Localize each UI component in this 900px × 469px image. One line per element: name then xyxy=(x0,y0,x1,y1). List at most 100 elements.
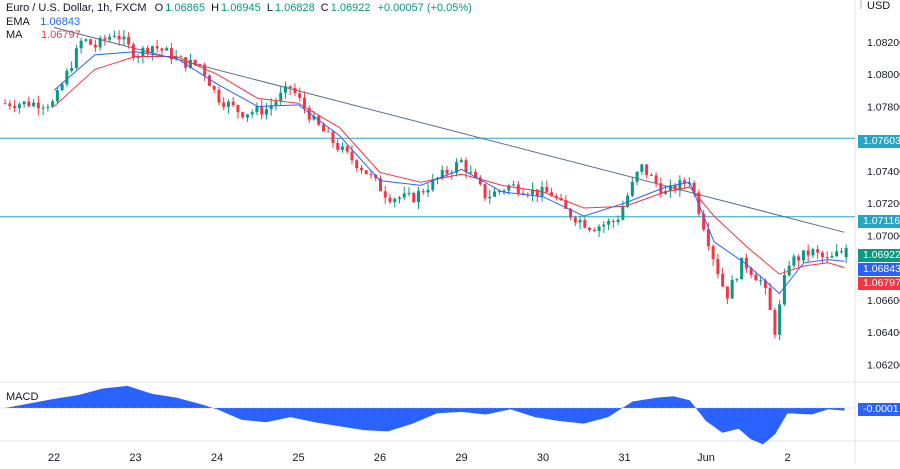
candle-body xyxy=(702,213,706,230)
candle-body xyxy=(122,36,126,40)
candle-body xyxy=(782,275,786,305)
moving-averages xyxy=(53,51,845,295)
candle-body xyxy=(725,286,729,299)
candle-body xyxy=(364,170,368,175)
candle-body xyxy=(816,249,820,253)
candle-body xyxy=(350,151,354,161)
candle-body xyxy=(445,170,449,174)
price-axis[interactable]: 1.082001.080001.078001.076001.074001.072… xyxy=(867,37,900,371)
candle-body xyxy=(79,40,83,49)
time-tick-label[interactable]: 24 xyxy=(211,452,223,464)
candle-body xyxy=(493,191,497,197)
time-tick-label[interactable]: 2 xyxy=(784,452,790,464)
candle-body xyxy=(108,36,112,40)
candle-body xyxy=(763,280,767,288)
symbol-title[interactable]: Euro / U.S. Dollar, 1h, FXCM xyxy=(6,2,147,14)
candle-body xyxy=(459,160,463,163)
ma-legend[interactable]: MA 1.06797 xyxy=(6,29,81,42)
candle-body xyxy=(231,101,235,106)
candle-body xyxy=(687,182,691,184)
time-tick-label[interactable]: 25 xyxy=(292,452,304,464)
close-price-badge[interactable]: 1.06922 xyxy=(858,249,900,262)
candle-body xyxy=(412,193,416,203)
candle-body xyxy=(673,185,677,191)
open-value: 1.06865 xyxy=(165,2,205,14)
candle-body xyxy=(27,101,31,107)
candle-body xyxy=(469,171,473,173)
candle-body xyxy=(668,185,672,192)
time-tick-label[interactable]: 31 xyxy=(618,452,630,464)
resistance-badge[interactable]: 1.07603 xyxy=(858,135,900,148)
ema-value: 1.06843 xyxy=(40,16,81,28)
price-tick-label[interactable]: 1.08000 xyxy=(867,69,900,81)
candle-body xyxy=(801,250,805,261)
macd-legend[interactable]: MACD xyxy=(6,391,38,404)
open-label: O xyxy=(154,2,164,14)
price-tick-label[interactable]: 1.07200 xyxy=(867,198,900,210)
candle-body xyxy=(535,189,539,196)
candle-body xyxy=(417,191,421,203)
price-tick-label[interactable]: 1.08200 xyxy=(867,37,900,49)
candle-body xyxy=(830,256,834,258)
candle-body xyxy=(478,177,482,185)
candle-body xyxy=(806,250,810,256)
candle-body xyxy=(773,309,777,335)
candle-body xyxy=(464,160,468,172)
candle-body xyxy=(521,193,525,195)
price-tick-label[interactable]: 1.07800 xyxy=(867,101,900,113)
candle-body xyxy=(592,229,596,232)
candle-body xyxy=(146,47,150,54)
candle-body xyxy=(169,48,173,60)
candle-body xyxy=(193,59,197,65)
candle-body xyxy=(245,114,249,118)
ema-badge[interactable]: 1.06843 xyxy=(858,263,900,276)
candle-body xyxy=(98,37,102,48)
candle-body xyxy=(274,101,278,106)
close-label: C xyxy=(320,2,329,14)
candle-body xyxy=(759,280,763,282)
time-tick-label[interactable]: 29 xyxy=(455,452,467,464)
price-tick-label[interactable]: 1.06200 xyxy=(867,359,900,371)
candle-body xyxy=(103,37,107,40)
change-value: +0.00057 (+0.05%) xyxy=(377,2,472,14)
candle-body xyxy=(497,190,501,192)
time-tick-label[interactable]: 30 xyxy=(537,452,549,464)
ma-line xyxy=(53,56,845,275)
horizontal-levels[interactable] xyxy=(0,137,855,218)
macd-value-badge[interactable]: -0.0001 xyxy=(858,403,900,416)
ma-badge[interactable]: 1.06797 xyxy=(858,277,900,290)
time-axis[interactable]: 22 23 24 25 26 29 30 31 Jun 2 xyxy=(48,452,791,464)
time-tick-label[interactable]: 23 xyxy=(129,452,141,464)
candle-body xyxy=(117,35,121,40)
candle-body xyxy=(455,162,459,173)
price-tick-label[interactable]: 1.07400 xyxy=(867,166,900,178)
candle-body xyxy=(74,48,78,68)
candle-body xyxy=(89,39,93,45)
candle-body xyxy=(820,252,824,258)
time-tick-label[interactable]: 22 xyxy=(48,452,60,464)
candle-body xyxy=(241,112,245,118)
price-tick-label[interactable]: 1.07000 xyxy=(867,230,900,242)
candle-body xyxy=(588,227,592,230)
time-tick-label[interactable]: 26 xyxy=(374,452,386,464)
ema-legend[interactable]: EMA 1.06843 xyxy=(6,16,80,29)
support-badge[interactable]: 1.07116 xyxy=(858,215,900,228)
candle-body xyxy=(692,182,696,193)
candle-body xyxy=(835,251,839,257)
time-tick-label[interactable]: Jun xyxy=(697,452,715,464)
candle-body xyxy=(730,279,734,299)
candle-body xyxy=(778,304,782,335)
candle-body xyxy=(640,164,644,172)
candle-body xyxy=(141,47,145,57)
price-tick-label[interactable]: 1.06600 xyxy=(867,295,900,307)
candle-body xyxy=(46,106,50,108)
candle-body xyxy=(507,185,511,191)
candle-body xyxy=(616,219,620,223)
candle-body xyxy=(359,168,363,171)
price-tick-label[interactable]: 1.06400 xyxy=(867,327,900,339)
candle-body xyxy=(160,48,164,51)
candle-body xyxy=(768,287,772,310)
